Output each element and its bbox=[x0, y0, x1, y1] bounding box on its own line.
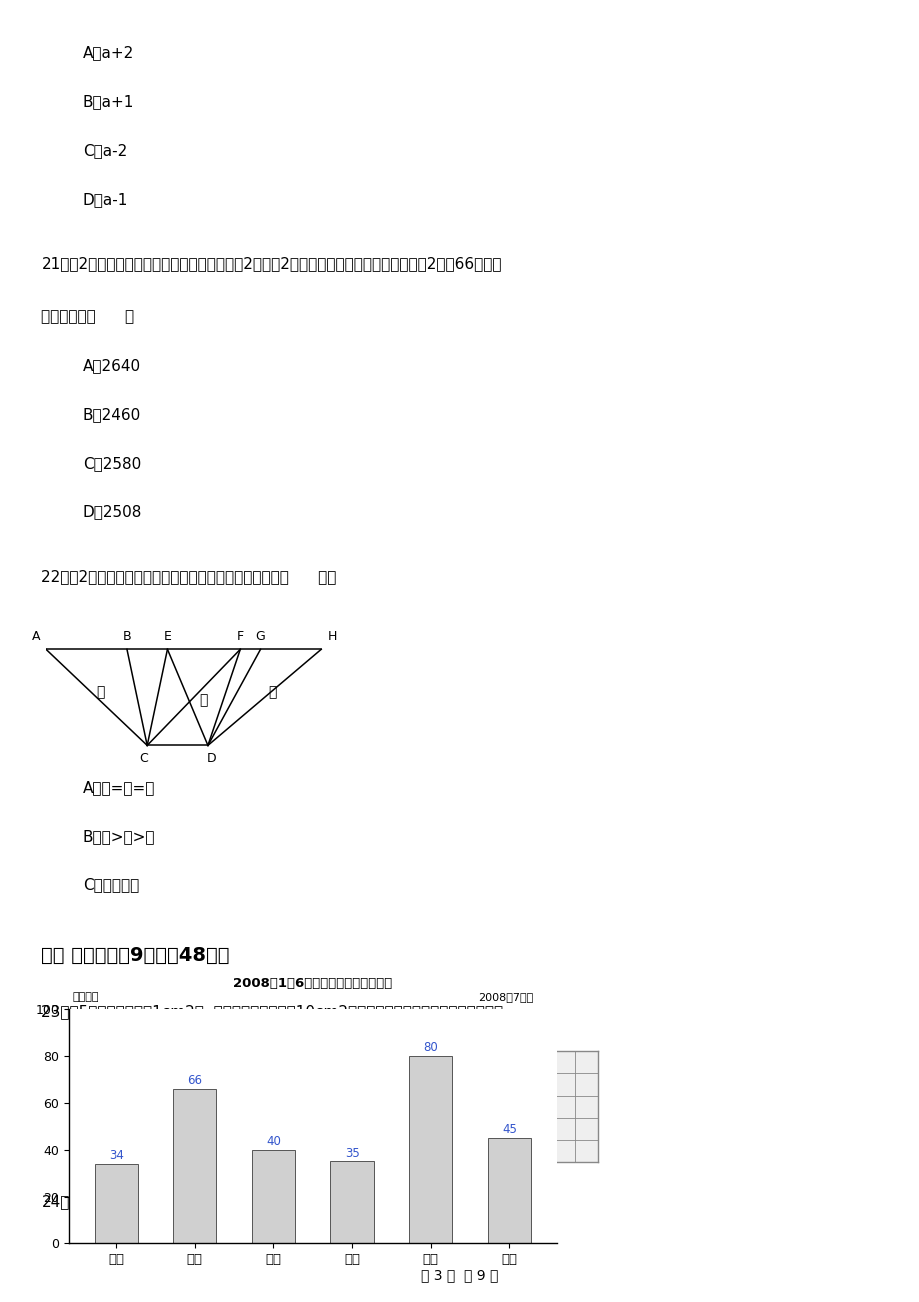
Text: 个四位数是（      ）: 个四位数是（ ） bbox=[41, 309, 134, 324]
Text: 单位：条: 单位：条 bbox=[73, 992, 99, 1003]
Text: D: D bbox=[207, 751, 217, 764]
Text: 40: 40 bbox=[266, 1135, 280, 1148]
Text: 45: 45 bbox=[502, 1124, 516, 1137]
Text: 2008年1～6月记录新闻条数的统计图: 2008年1～6月记录新闻条数的统计图 bbox=[233, 978, 392, 991]
Text: B．a+1: B．a+1 bbox=[83, 95, 134, 109]
Text: C．无法判断: C．无法判断 bbox=[83, 878, 139, 893]
Text: A．a+2: A．a+2 bbox=[83, 46, 134, 61]
Text: 甲: 甲 bbox=[96, 685, 105, 699]
Bar bbox=[330, 1161, 373, 1243]
Text: A．甲=乙=丙: A．甲=乙=丙 bbox=[83, 780, 155, 796]
Text: C: C bbox=[139, 751, 147, 764]
Text: 21．（2分）有一个四位的正整数，千位数字是2，若把2移到个位上去，所得新数比原数的2倍大66，则这: 21．（2分）有一个四位的正整数，千位数字是2，若把2移到个位上去，所得新数比原… bbox=[41, 256, 502, 272]
Text: 22．（2分）下图中平行四边形甲、乙、丙面积的关系是（      ）。: 22．（2分）下图中平行四边形甲、乙、丙面积的关系是（ ）。 bbox=[41, 569, 336, 585]
Text: H: H bbox=[327, 630, 336, 643]
Text: A: A bbox=[31, 630, 40, 643]
Text: 23．（5分）每个方格是1cm2，  请在方格中画面积是10cm2的长方形、平行四边形和三角形各一个.: 23．（5分）每个方格是1cm2， 请在方格中画面积是10cm2的长方形、平行四… bbox=[41, 1004, 508, 1019]
Text: 35: 35 bbox=[345, 1147, 359, 1160]
Text: 五、 应用题（共9题；共48分）: 五、 应用题（共9题；共48分） bbox=[41, 945, 230, 965]
Text: A．2640: A．2640 bbox=[83, 358, 141, 374]
Bar bbox=[487, 1138, 530, 1243]
Bar bbox=[95, 1164, 138, 1243]
Text: D．2508: D．2508 bbox=[83, 504, 142, 519]
Text: C．2580: C．2580 bbox=[83, 456, 141, 471]
Text: 乙: 乙 bbox=[199, 694, 208, 707]
Text: F: F bbox=[236, 630, 244, 643]
Text: 第 3 页  共 9 页: 第 3 页 共 9 页 bbox=[421, 1268, 498, 1282]
Text: 丙: 丙 bbox=[268, 685, 277, 699]
Text: E: E bbox=[164, 630, 171, 643]
Bar bbox=[409, 1056, 452, 1243]
Text: C．a-2: C．a-2 bbox=[83, 143, 127, 159]
Text: 34: 34 bbox=[108, 1148, 123, 1161]
Text: B．乙>甲>丙: B．乙>甲>丙 bbox=[83, 828, 155, 844]
Bar bbox=[173, 1088, 216, 1243]
Text: B: B bbox=[122, 630, 131, 643]
Text: 24．（8分）小华每晚看半小时电视，并记录一些新闻．下面是他上半年记录新闻条数的统计图.: 24．（8分）小华每晚看半小时电视，并记录一些新闻．下面是他上半年记录新闻条数的… bbox=[41, 1194, 439, 1210]
Bar bbox=[252, 1150, 295, 1243]
Text: D．a-1: D．a-1 bbox=[83, 191, 128, 207]
Text: 66: 66 bbox=[187, 1074, 202, 1087]
Text: G: G bbox=[255, 630, 265, 643]
Text: B．2460: B．2460 bbox=[83, 406, 141, 422]
Text: 80: 80 bbox=[423, 1042, 437, 1055]
Text: 2008年7月制: 2008年7月制 bbox=[477, 992, 532, 1003]
